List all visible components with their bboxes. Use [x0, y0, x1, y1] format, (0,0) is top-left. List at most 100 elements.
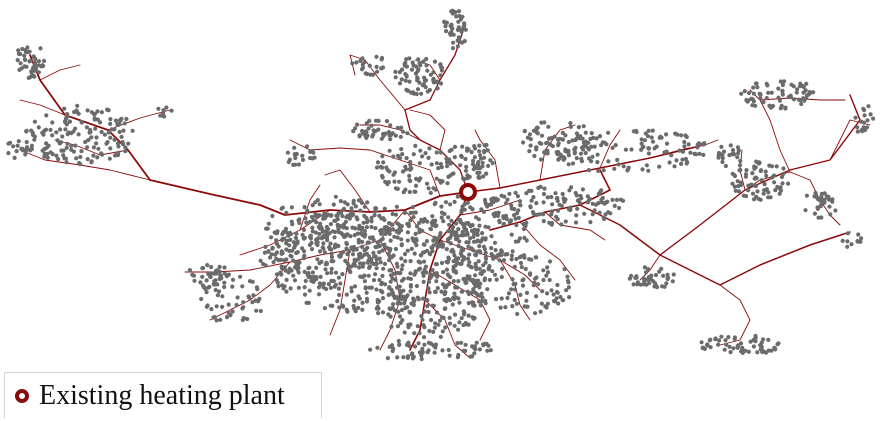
building-point: [307, 219, 312, 225]
building-point: [518, 203, 523, 208]
building-point: [338, 281, 343, 286]
building-point: [388, 279, 393, 284]
building-point: [279, 251, 284, 256]
existing-heating-plant-marker: [459, 183, 477, 201]
building-point: [664, 281, 669, 286]
building-point: [475, 161, 480, 166]
building-point: [539, 141, 544, 146]
building-point: [701, 152, 706, 157]
building-point: [61, 153, 66, 158]
building-point: [489, 234, 494, 239]
building-point: [330, 303, 335, 308]
building-point: [541, 277, 546, 283]
building-point: [74, 156, 79, 161]
building-point: [414, 283, 419, 289]
building-point: [435, 236, 440, 241]
building-point: [205, 303, 210, 308]
building-point: [434, 279, 439, 284]
building-point: [544, 273, 549, 278]
building-point: [345, 267, 350, 272]
building-point: [480, 231, 485, 236]
building-point: [54, 130, 59, 135]
building-point: [474, 215, 479, 220]
building-point: [562, 198, 567, 204]
building-point: [269, 252, 274, 257]
building-point: [463, 322, 468, 327]
building-point: [214, 304, 219, 309]
building-point: [492, 240, 498, 245]
building-point: [431, 238, 436, 243]
building-point: [403, 60, 408, 65]
building-point: [462, 176, 467, 182]
building-point: [451, 32, 456, 37]
building-point: [595, 160, 600, 165]
building-point: [95, 117, 100, 122]
building-point: [358, 261, 363, 266]
building-point: [640, 167, 645, 172]
building-point: [626, 165, 631, 170]
building-point: [414, 176, 419, 181]
building-point: [446, 347, 451, 353]
building-point: [392, 295, 397, 301]
building-point: [8, 140, 13, 145]
building-point: [32, 60, 38, 65]
building-point: [524, 191, 529, 196]
building-point: [597, 134, 603, 139]
building-point: [302, 235, 308, 240]
building-point: [356, 256, 361, 261]
building-point: [169, 108, 174, 113]
building-point: [329, 278, 334, 283]
building-point: [791, 97, 797, 102]
building-point: [344, 226, 349, 231]
building-point: [723, 338, 728, 343]
building-point: [730, 148, 736, 153]
building-point: [366, 126, 371, 131]
building-point: [416, 57, 421, 62]
building-point: [405, 88, 410, 93]
building-point: [311, 218, 316, 223]
building-point: [328, 213, 333, 218]
building-point: [751, 197, 757, 202]
building-point: [509, 232, 514, 237]
building-point: [524, 238, 529, 243]
building-point: [573, 190, 578, 196]
building-point: [595, 152, 600, 157]
building-point: [635, 280, 640, 285]
building-point: [514, 301, 520, 306]
building-point: [486, 343, 491, 348]
building-point: [222, 284, 227, 290]
building-point: [397, 81, 403, 86]
building-point: [758, 96, 763, 101]
building-point: [528, 143, 533, 148]
building-point: [650, 128, 655, 133]
building-point: [20, 146, 25, 152]
building-point: [395, 301, 400, 306]
building-point: [396, 309, 401, 314]
building-point: [796, 97, 802, 102]
building-point: [670, 279, 675, 284]
building-point: [549, 221, 555, 226]
building-point: [456, 327, 461, 332]
building-point: [340, 213, 345, 219]
building-point: [78, 162, 83, 167]
building-point: [291, 273, 296, 278]
building-point: [74, 108, 79, 113]
building-point: [553, 191, 558, 196]
building-point: [509, 203, 514, 208]
building-point: [328, 285, 333, 290]
building-point: [555, 282, 560, 288]
building-point: [495, 197, 500, 202]
building-point: [353, 309, 358, 314]
building-point: [688, 150, 693, 155]
building-point: [716, 342, 721, 347]
building-point: [375, 69, 380, 74]
building-point: [278, 257, 283, 262]
building-point: [745, 99, 750, 104]
building-point: [413, 71, 419, 76]
building-point: [364, 296, 370, 301]
building-point: [443, 200, 449, 205]
building-point: [860, 129, 865, 134]
building-point: [398, 301, 403, 306]
building-point: [773, 347, 778, 352]
building-point: [246, 294, 251, 299]
